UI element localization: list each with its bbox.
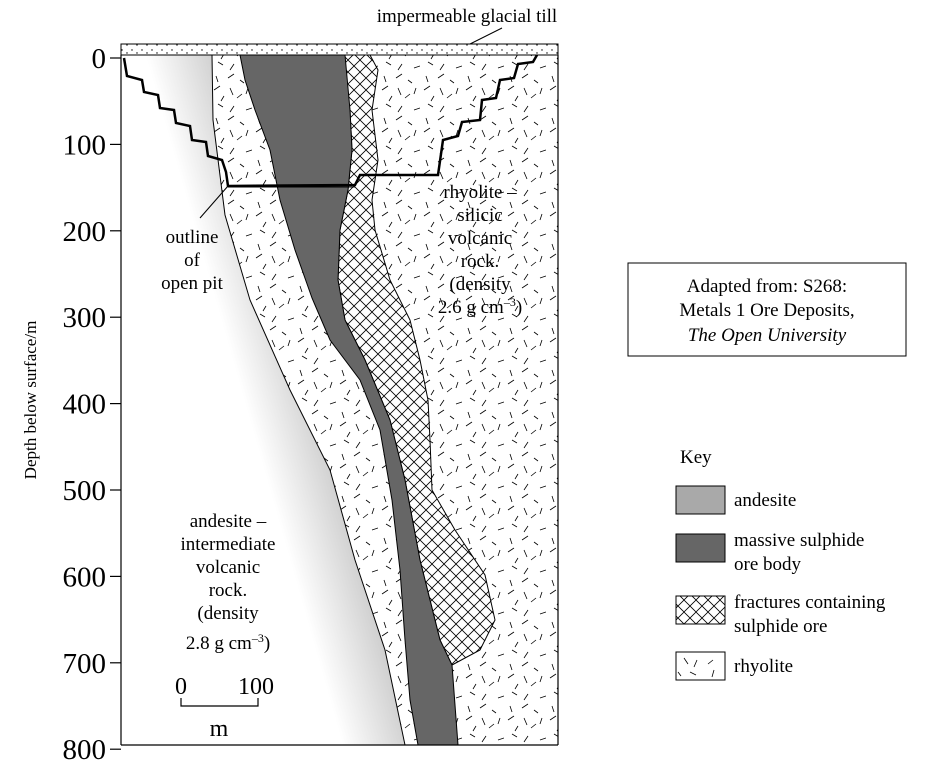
pit-label-line2: of [184, 250, 201, 271]
pit-leader-line [199, 185, 229, 219]
andesite-label-line3: volcanic [196, 557, 260, 578]
key-label-andesite: andesite [734, 490, 796, 511]
till-leader-line [469, 27, 503, 45]
key-label-fractures-line2: sulphide ore [734, 616, 827, 637]
rhyolite-label-line5: (density [449, 274, 511, 295]
rhyolite-density-close: ) [516, 297, 522, 318]
andesite-body [121, 55, 406, 745]
key-label-fractures-line1: fractures containing [734, 592, 886, 613]
key: Key andesite massive sulphide ore body f… [675, 447, 886, 681]
rhyolite-label-line2: silicic [457, 205, 502, 226]
key-swatch-rhyolite-pattern [677, 657, 715, 678]
andesite-density-value: 2.8 g cm [186, 633, 252, 654]
pit-label-line3: open pit [161, 273, 223, 294]
glacial-till-layer [120, 43, 559, 56]
source-box-frame [627, 262, 907, 357]
scale-bar-line [180, 698, 259, 707]
andesite-density: 2.8 g cm–3) [186, 631, 270, 654]
source-line3: The Open University [688, 325, 847, 346]
rhyolite-label-line1: rhyolite – [443, 182, 517, 203]
till-label: impermeable glacial till [377, 6, 557, 27]
rhyolite-density-value: 2.6 g cm [438, 297, 504, 318]
key-swatch-sulphide [675, 533, 726, 563]
sulphide-ore-body [239, 55, 459, 745]
y-tick-label: 200 [63, 216, 107, 248]
source-box: Adapted from: S268: Metals 1 Ore Deposit… [627, 262, 907, 357]
scale-bar-unit: m [210, 716, 229, 742]
y-tick-label: 100 [63, 129, 107, 161]
key-swatch-fractures [675, 595, 726, 625]
rhyolite-label-line4: rock. [461, 251, 500, 272]
andesite-label-line4: rock. [209, 580, 248, 601]
depth-axis: 0 100 200 300 400 500 600 700 800 [63, 43, 121, 766]
pit-label-line1: outline [166, 227, 219, 248]
y-tick-label: 600 [63, 561, 107, 593]
andesite-density-exponent: –3 [251, 631, 264, 645]
scale-bar-end: 100 [238, 674, 274, 700]
key-swatch-andesite [675, 485, 726, 515]
key-label-rhyolite: rhyolite [734, 656, 793, 677]
y-tick-label: 400 [63, 389, 107, 421]
rhyolite-density-exponent: –3 [503, 295, 516, 309]
y-tick-label: 700 [63, 648, 107, 680]
andesite-label-line2: intermediate [181, 534, 276, 555]
andesite-label-line5: (density [197, 603, 259, 624]
pit-label: outline of open pit [161, 227, 223, 294]
y-axis-label: Depth below surface/m [21, 321, 40, 480]
y-tick-label: 500 [63, 475, 107, 507]
key-swatch-rhyolite [675, 651, 726, 681]
key-label-sulphide-line2: ore body [734, 554, 802, 575]
y-tick-label: 800 [63, 734, 107, 766]
rhyolite-density: 2.6 g cm–3) [438, 295, 522, 318]
key-label-sulphide-line1: massive sulphide [734, 530, 864, 551]
source-line2: Metals 1 Ore Deposits, [679, 300, 854, 321]
key-title: Key [680, 447, 712, 468]
scale-bar: 0 100 m [175, 674, 274, 742]
andesite-density-close: ) [264, 633, 270, 654]
andesite-label: andesite – intermediate volcanic rock. (… [181, 511, 276, 654]
y-tick-label: 0 [92, 43, 107, 75]
andesite-label-line1: andesite – [190, 511, 267, 532]
scale-bar-start: 0 [175, 674, 187, 700]
rhyolite-label: rhyolite – silicic volcanic rock. (densi… [438, 182, 522, 318]
source-line1: Adapted from: S268: [687, 276, 847, 297]
y-tick-label: 300 [63, 302, 107, 334]
rhyolite-label-line3: volcanic [448, 228, 512, 249]
